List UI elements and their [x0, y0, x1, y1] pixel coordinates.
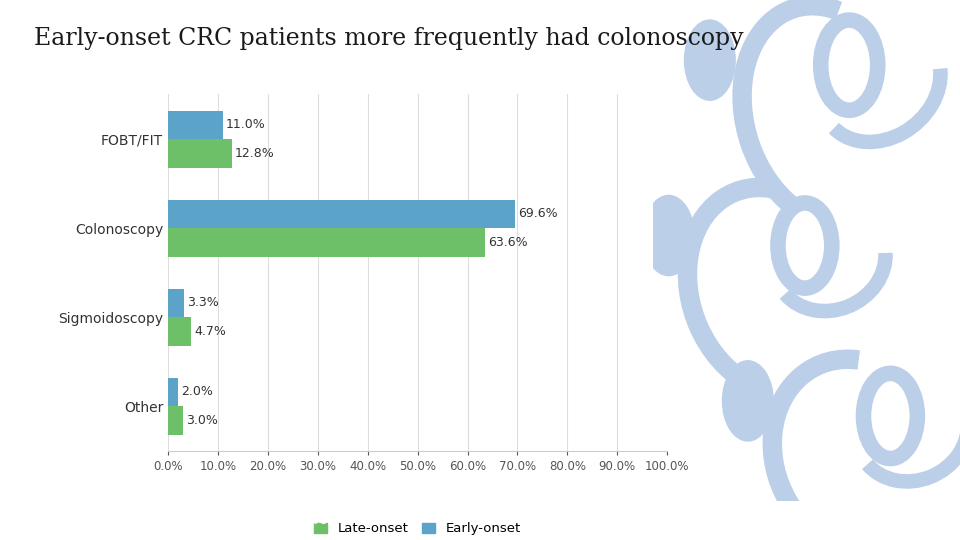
- Circle shape: [684, 20, 735, 100]
- Circle shape: [643, 195, 694, 275]
- Bar: [168, 406, 183, 435]
- Text: 11.0%: 11.0%: [226, 118, 266, 131]
- Text: 4.7%: 4.7%: [195, 325, 227, 338]
- Text: 12.8%: 12.8%: [235, 147, 275, 160]
- Bar: [168, 228, 486, 256]
- Text: Reliable. Trusted. Scientific.: Reliable. Trusted. Scientific.: [744, 514, 931, 527]
- Bar: [168, 317, 191, 346]
- Bar: [168, 111, 223, 139]
- Bar: [168, 289, 184, 317]
- Text: 63.6%: 63.6%: [489, 236, 528, 249]
- Text: 12: 12: [21, 516, 35, 525]
- Text: 3.0%: 3.0%: [186, 414, 218, 427]
- Bar: [168, 200, 516, 228]
- Text: Early-onset CRC patients more frequently had colonoscopy: Early-onset CRC patients more frequently…: [34, 27, 743, 50]
- Text: 69.6%: 69.6%: [518, 207, 558, 220]
- Bar: [168, 378, 178, 406]
- Circle shape: [723, 361, 773, 441]
- Legend: Late-onset, Early-onset: Late-onset, Early-onset: [309, 517, 526, 540]
- Text: 3.3%: 3.3%: [187, 296, 219, 309]
- Bar: [168, 139, 232, 167]
- Text: 2.0%: 2.0%: [181, 386, 213, 399]
- Text: Division of Cancer Prevention and Control: Division of Cancer Prevention and Contro…: [53, 514, 331, 527]
